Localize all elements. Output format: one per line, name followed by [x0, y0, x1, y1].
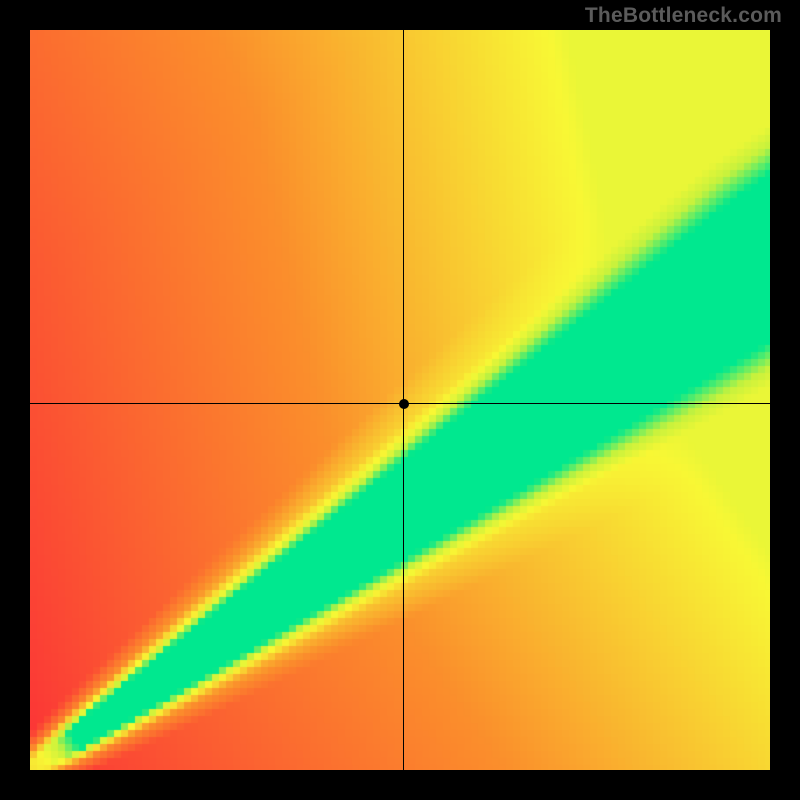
- watermark-text: TheBottleneck.com: [585, 4, 782, 28]
- crosshair-marker[interactable]: [399, 399, 409, 409]
- chart-container: TheBottleneck.com: [0, 0, 800, 800]
